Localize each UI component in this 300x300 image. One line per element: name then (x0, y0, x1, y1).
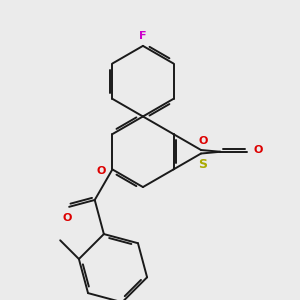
Text: F: F (139, 31, 147, 40)
Text: O: O (253, 145, 262, 155)
Text: S: S (198, 158, 207, 171)
Text: O: O (97, 166, 106, 176)
Text: O: O (63, 213, 72, 223)
Text: O: O (198, 136, 208, 146)
